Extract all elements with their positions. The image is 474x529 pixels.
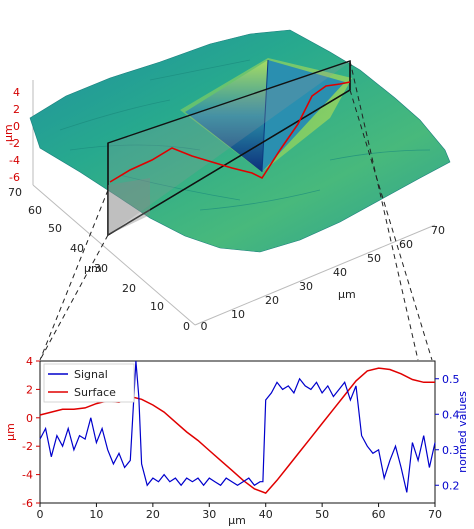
x-tick: 30 — [299, 280, 313, 293]
right-y-tick-label: 0.4 — [442, 408, 460, 421]
x-tick-label: 10 — [89, 508, 103, 521]
surface-texture — [59, 59, 431, 211]
z-tick: -4 — [9, 154, 20, 167]
y-tick: 70 — [8, 186, 22, 199]
series-signal — [39, 360, 436, 493]
z-tick: -2 — [9, 137, 20, 150]
left-y-ticks: 4 2 0 -2 -4 -6 — [22, 355, 40, 510]
y-tick: 0 — [183, 320, 190, 333]
legend-label-signal: Signal — [74, 368, 108, 381]
left-y-tick-label: 4 — [26, 355, 33, 368]
right-y-tick-label: 0.5 — [442, 373, 460, 386]
legend: Signal Surface — [43, 363, 135, 403]
surface-plot: 4 2 0 -2 -4 -6 µm 70 60 50 40 30 20 10 0… — [2, 29, 451, 333]
y-tick: 50 — [48, 222, 62, 235]
x-tick-label: 40 — [259, 508, 273, 521]
z-tick: 2 — [13, 103, 20, 116]
x-ticks: 0 10 20 30 40 50 60 70 — [37, 503, 442, 521]
legend-box — [43, 363, 135, 403]
x-tick-label: 50 — [315, 508, 329, 521]
profile-plot: 0 10 20 30 40 50 60 70 420-2-4-6 0.50.40.30.2 S… — [4, 355, 469, 527]
z-axis-label: µm — [2, 124, 15, 142]
cut-plane — [108, 61, 350, 235]
right-y-tick-label: 0.2 — [442, 479, 460, 492]
y-axis-line — [32, 184, 196, 326]
z-tick: 4 — [13, 86, 20, 99]
x-tick-label: 60 — [372, 508, 386, 521]
left-y-tick-label: -4 — [22, 469, 33, 482]
projection-lines — [39, 60, 433, 361]
x-tick: 20 — [265, 294, 279, 307]
right-y-tick-label: 0.3 — [442, 444, 460, 457]
left-y-tick-label: 2 — [26, 383, 33, 396]
cut-profile-line — [109, 81, 351, 183]
y-tick: 20 — [122, 282, 136, 295]
x-tick: 0 — [201, 320, 208, 333]
x-tick-label: 0 — [37, 508, 44, 521]
x-axis-label: µm — [338, 288, 356, 301]
z-tick: -6 — [9, 171, 20, 184]
right-y-ticks: 0.5 0.4 0.3 0.2 — [435, 373, 460, 492]
y-tick: 10 — [150, 300, 164, 313]
left-y-tick-label: 0 — [26, 412, 33, 425]
x-tick: 10 — [231, 308, 245, 321]
left-y-axis-label: µm — [4, 423, 17, 441]
y-tick: 40 — [70, 242, 84, 255]
x-tick: 70 — [431, 224, 445, 237]
y-tick: 30 — [94, 262, 108, 275]
x-tick: 40 — [333, 266, 347, 279]
legend-label-surface: Surface — [74, 386, 116, 399]
x-tick: 50 — [367, 252, 381, 265]
x-tick: 60 — [399, 238, 413, 251]
x-axis-line — [194, 224, 436, 326]
x-axis-label: µm — [228, 514, 246, 527]
y-tick: 60 — [28, 204, 42, 217]
x-tick-label: 20 — [146, 508, 160, 521]
left-y-tick-label: -2 — [22, 440, 33, 453]
right-y-axis-label: normed values — [456, 391, 469, 473]
y-axis-label: µm — [84, 262, 102, 275]
x-tick-label: 70 — [428, 508, 442, 521]
x-tick-label: 30 — [202, 508, 216, 521]
cut-plane-hatch — [108, 178, 150, 235]
pit-face-left — [185, 60, 268, 172]
left-y-tick-label: -6 — [22, 497, 33, 510]
z-tick: 0 — [13, 120, 20, 133]
